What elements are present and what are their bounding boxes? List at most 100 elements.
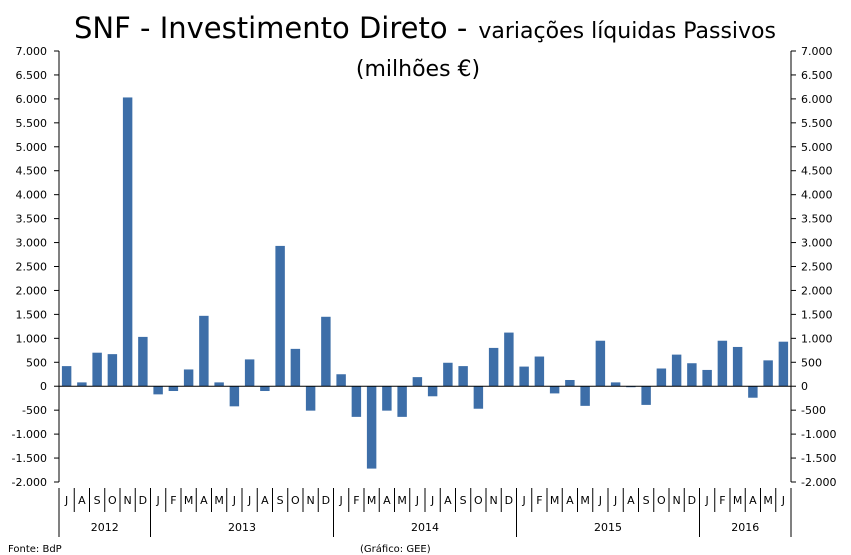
bar — [717, 340, 728, 387]
left-tick-label: -2.000 — [12, 476, 47, 489]
month-label: J — [430, 494, 434, 507]
bar — [763, 360, 773, 387]
month-label: J — [64, 494, 68, 507]
right-tick-label: 4.000 — [801, 189, 833, 202]
month-label: A — [749, 494, 757, 507]
month-label: M — [763, 494, 773, 507]
right-tick-label: 0 — [801, 380, 808, 393]
month-label: A — [200, 494, 208, 507]
bar — [122, 97, 133, 387]
month-label: A — [627, 494, 635, 507]
month-label: M — [580, 494, 590, 507]
bar — [412, 377, 423, 387]
bar — [77, 382, 87, 387]
left-tick-label: 6.500 — [16, 69, 48, 82]
right-tick-label: 5.000 — [801, 141, 833, 154]
right-tick-label: 1.000 — [801, 332, 833, 345]
month-label: F — [353, 494, 359, 507]
month-label: M — [550, 494, 560, 507]
bar — [397, 386, 407, 417]
month-label: J — [613, 494, 617, 507]
month-label: D — [505, 494, 513, 507]
left-tick-label: 2.500 — [16, 261, 48, 274]
left-tick-label: -1.000 — [12, 428, 47, 441]
chart-title-main: SNF - Investimento Direto - — [74, 11, 467, 45]
month-label: J — [522, 494, 526, 507]
bar — [229, 386, 240, 407]
month-label: A — [383, 494, 391, 507]
bar — [519, 366, 529, 387]
month-label: J — [232, 494, 236, 507]
month-label: N — [124, 494, 132, 507]
bar — [778, 341, 789, 387]
chart-title-line2: (milhões €) — [356, 57, 480, 82]
month-label: D — [688, 494, 696, 507]
year-label: 2013 — [228, 521, 256, 534]
year-label: 2015 — [594, 521, 622, 534]
right-tick-label: 7.000 — [801, 45, 833, 58]
bar — [336, 374, 346, 387]
month-label: S — [460, 494, 467, 507]
left-tick-label: 5.000 — [16, 141, 48, 154]
month-label: F — [170, 494, 176, 507]
bar — [580, 386, 590, 406]
right-tick-label: -1.500 — [801, 452, 836, 465]
month-label: F — [719, 494, 725, 507]
bar — [183, 369, 194, 387]
year-label: 2012 — [91, 521, 119, 534]
bar — [732, 346, 743, 387]
bar — [534, 356, 545, 387]
bar-series — [61, 97, 789, 469]
month-label: J — [247, 494, 251, 507]
year-label: 2014 — [411, 521, 439, 534]
bar — [92, 352, 102, 387]
month-label: M — [733, 494, 743, 507]
bar — [138, 336, 148, 387]
bar — [610, 382, 621, 387]
right-tick-label: 5.500 — [801, 117, 833, 130]
bar — [565, 379, 575, 387]
bar — [549, 386, 560, 394]
bar — [504, 332, 514, 387]
left-tick-label: 3.000 — [16, 237, 48, 250]
right-tick-label: 4.500 — [801, 165, 833, 178]
month-label: D — [139, 494, 147, 507]
bar — [488, 347, 499, 387]
left-tick-label: 3.500 — [16, 213, 48, 226]
left-tick-label: 1.000 — [16, 332, 48, 345]
month-label: J — [705, 494, 709, 507]
right-tick-label: 6.500 — [801, 69, 833, 82]
month-label: S — [643, 494, 650, 507]
month-label: J — [339, 494, 343, 507]
source-note: Fonte: BdP — [8, 544, 62, 555]
month-label: O — [291, 494, 300, 507]
bar — [443, 362, 453, 387]
year-label: 2016 — [731, 521, 759, 534]
right-y-axis: -2.000 -1.500 -1.000 -500 0 500 1.000 1.500 2.00… — [791, 45, 836, 489]
left-tick-label: 6.000 — [16, 93, 48, 106]
month-label: A — [444, 494, 452, 507]
month-label: F — [536, 494, 542, 507]
month-label: O — [657, 494, 666, 507]
bar — [61, 366, 72, 387]
month-label: S — [277, 494, 284, 507]
bar — [366, 386, 377, 469]
bar — [702, 369, 712, 387]
left-tick-label: 4.500 — [16, 165, 48, 178]
month-label: M — [397, 494, 407, 507]
bar — [244, 359, 255, 387]
right-tick-label: -2.000 — [801, 476, 836, 489]
right-tick-label: -1.000 — [801, 428, 836, 441]
month-label: M — [214, 494, 224, 507]
month-label: A — [261, 494, 269, 507]
bar — [641, 386, 651, 405]
month-label: S — [94, 494, 101, 507]
bar — [260, 386, 270, 392]
bar — [199, 315, 209, 387]
bar — [671, 354, 682, 387]
bar — [214, 382, 224, 387]
left-tick-label: -1.500 — [12, 452, 47, 465]
bar — [351, 386, 362, 417]
